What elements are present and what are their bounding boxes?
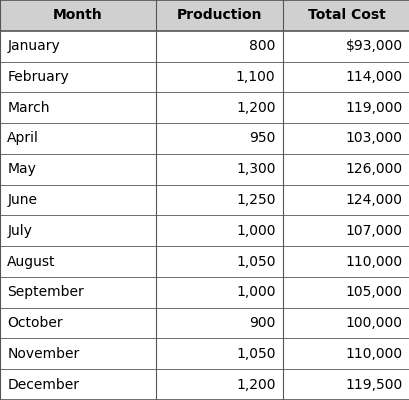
Text: September: September — [7, 285, 84, 299]
Text: February: February — [7, 70, 69, 84]
Text: 114,000: 114,000 — [345, 70, 402, 84]
Text: January: January — [7, 39, 60, 53]
Text: 110,000: 110,000 — [345, 254, 402, 268]
Text: 126,000: 126,000 — [345, 162, 402, 176]
Text: 103,000: 103,000 — [345, 132, 402, 146]
Bar — [0, 123, 409, 154]
Text: October: October — [7, 316, 63, 330]
Text: 119,000: 119,000 — [344, 101, 402, 115]
Bar — [0, 277, 409, 308]
Bar — [0, 31, 409, 62]
Text: Month: Month — [53, 8, 103, 22]
Text: 900: 900 — [249, 316, 275, 330]
Bar — [0, 246, 409, 277]
Text: Production: Production — [176, 8, 261, 22]
Text: 110,000: 110,000 — [345, 347, 402, 361]
Text: 950: 950 — [249, 132, 275, 146]
Bar — [0, 338, 409, 369]
Text: 1,100: 1,100 — [235, 70, 275, 84]
Text: 105,000: 105,000 — [345, 285, 402, 299]
Text: July: July — [7, 224, 32, 238]
Text: 107,000: 107,000 — [345, 224, 402, 238]
Text: 1,050: 1,050 — [236, 347, 275, 361]
Bar — [0, 154, 409, 185]
Bar — [0, 92, 409, 123]
Text: August: August — [7, 254, 56, 268]
Bar — [0, 369, 409, 400]
Text: November: November — [7, 347, 79, 361]
Bar — [0, 0, 409, 31]
Bar — [0, 62, 409, 92]
Text: 1,000: 1,000 — [236, 224, 275, 238]
Text: 1,200: 1,200 — [236, 101, 275, 115]
Text: April: April — [7, 132, 39, 146]
Text: 100,000: 100,000 — [345, 316, 402, 330]
Text: December: December — [7, 378, 79, 392]
Text: 800: 800 — [249, 39, 275, 53]
Text: 124,000: 124,000 — [345, 193, 402, 207]
Text: $93,000: $93,000 — [345, 39, 402, 53]
Text: 1,300: 1,300 — [236, 162, 275, 176]
Text: 1,200: 1,200 — [236, 378, 275, 392]
Text: May: May — [7, 162, 36, 176]
Text: Total Cost: Total Cost — [307, 8, 384, 22]
Text: June: June — [7, 193, 37, 207]
Text: 1,250: 1,250 — [236, 193, 275, 207]
Text: March: March — [7, 101, 50, 115]
Bar — [0, 185, 409, 215]
Text: 1,000: 1,000 — [236, 285, 275, 299]
Text: 119,500: 119,500 — [344, 378, 402, 392]
Bar — [0, 308, 409, 338]
Text: 1,050: 1,050 — [236, 254, 275, 268]
Bar — [0, 215, 409, 246]
